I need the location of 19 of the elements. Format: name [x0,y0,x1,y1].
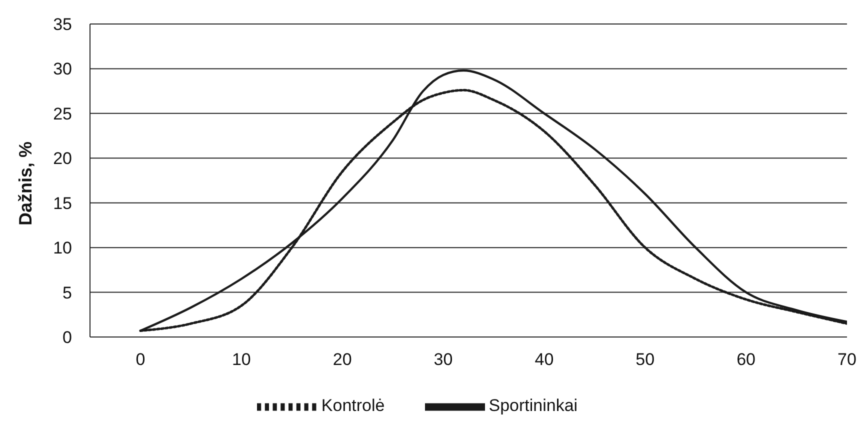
x-tick-label: 30 [434,350,453,370]
y-axis-title: Dažnis, % [15,141,36,226]
x-tick-label: 50 [636,350,655,370]
x-tick-label: 60 [736,350,756,370]
y-tick-label: 25 [53,104,72,124]
y-tick-label: 10 [53,238,72,258]
legend-label: Kontrolė [321,396,385,416]
x-tick-label: 40 [534,350,554,370]
y-tick-label: 30 [53,60,72,79]
y-tick-label: 35 [53,15,72,34]
y-tick-label: 20 [53,149,72,168]
x-tick-label: 10 [232,350,251,370]
y-tick-label: 5 [62,283,72,302]
y-tick-label: 0 [62,328,72,348]
x-tick-label: 70 [838,350,856,370]
legend-label: Sportininkai [488,396,578,416]
x-tick-label: 20 [332,350,352,370]
x-tick-label: 0 [136,350,146,370]
y-tick-label: 15 [53,194,72,213]
